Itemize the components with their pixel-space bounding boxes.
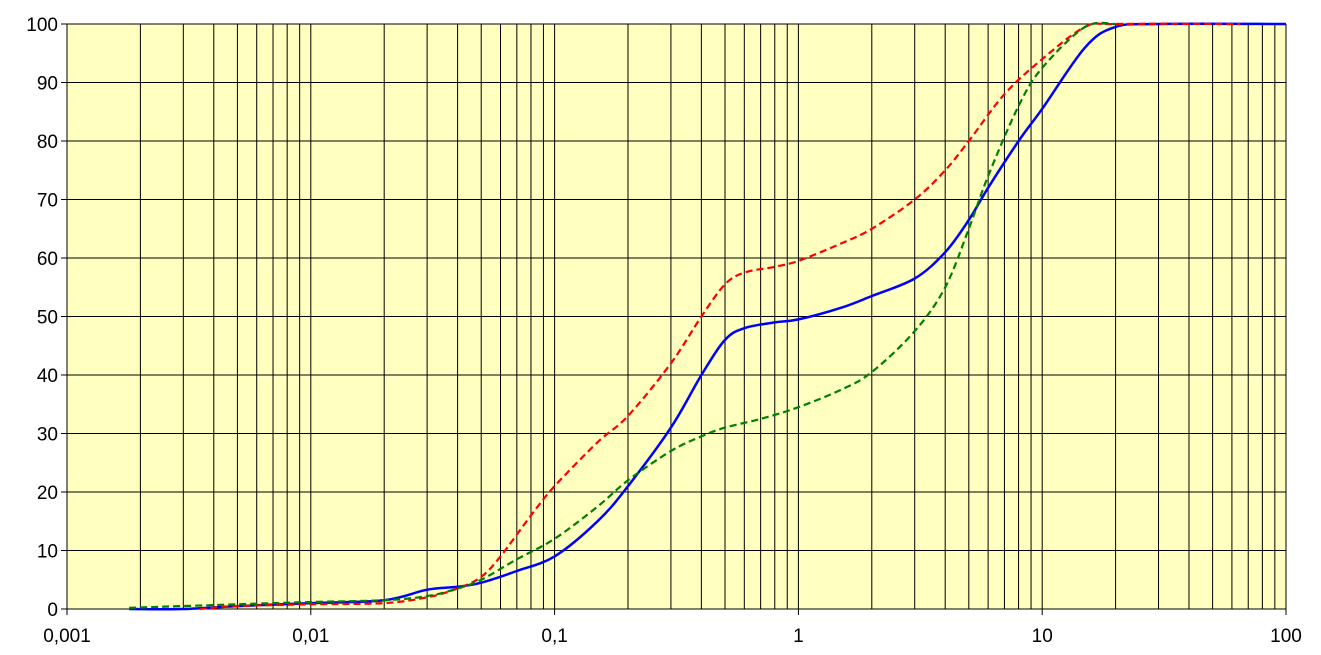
x-tick-label: 10	[1032, 626, 1053, 647]
x-tick-label: 0,001	[43, 626, 91, 647]
series-line-1	[129, 22, 1287, 611]
y-tick-label: 80	[37, 132, 58, 153]
y-tick-label: 40	[37, 366, 58, 387]
y-tick-label: 50	[37, 308, 58, 329]
data-series	[129, 21, 1287, 611]
y-tick-label: 60	[37, 249, 58, 270]
y-tick-label: 0	[47, 600, 58, 621]
y-tick-label: 90	[37, 74, 58, 95]
y-tick-label: 20	[37, 483, 58, 504]
x-tick-label: 0,1	[541, 626, 567, 647]
tick-labels: 0,001 0,01 0,1 1 10 100 0 10 20 30 40 50 60 70 80 90 100	[26, 15, 1302, 647]
y-tick-label: 70	[37, 191, 58, 212]
series-line-2	[199, 22, 1241, 611]
x-tick-label: 1	[793, 626, 804, 647]
grid-lines	[61, 23, 1287, 615]
x-tick-label: 100	[1270, 626, 1302, 647]
y-tick-label: 10	[37, 542, 58, 563]
x-tick-label: 0,01	[292, 626, 329, 647]
y-tick-label: 100	[26, 15, 58, 36]
y-tick-label: 30	[37, 425, 58, 446]
series-line-3	[129, 21, 1116, 609]
